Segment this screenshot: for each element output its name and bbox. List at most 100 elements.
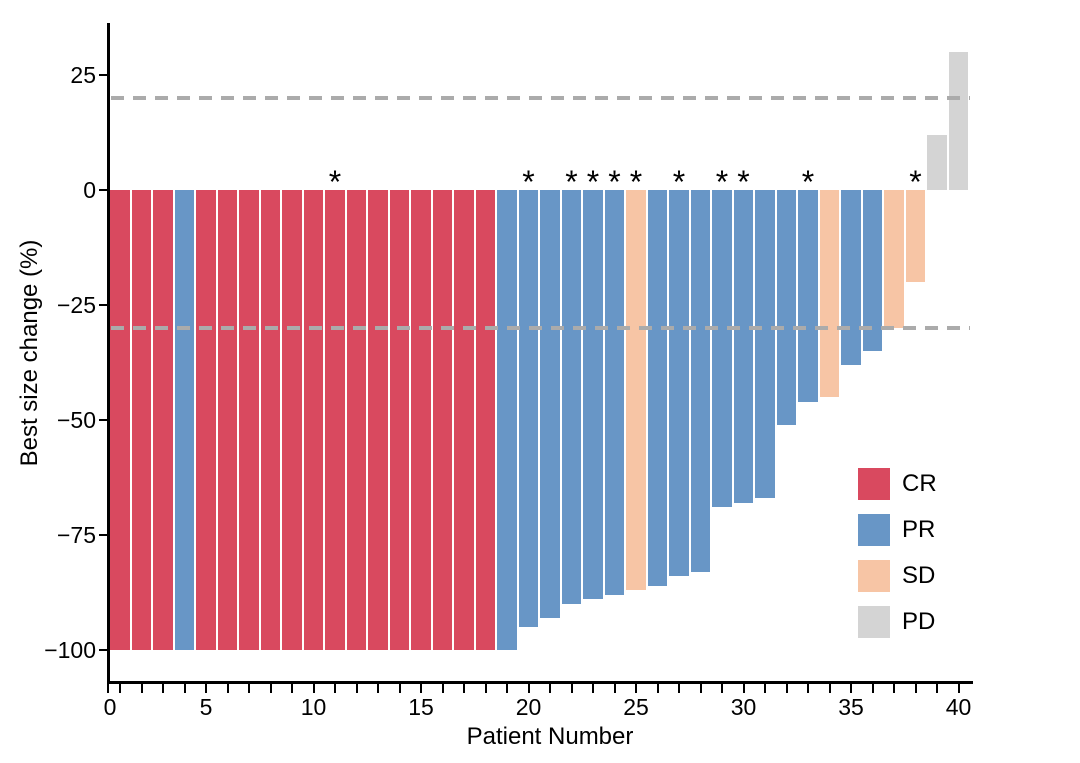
x-tick-32 xyxy=(785,684,788,693)
x-tick-22 xyxy=(570,684,573,693)
bar-patient-22 xyxy=(561,190,582,604)
y-tick-label-−50: −50 xyxy=(56,406,96,433)
x-tick-4 xyxy=(183,684,186,693)
y-tick-0 xyxy=(99,189,108,191)
x-tick-3 xyxy=(162,684,164,693)
bar-patient-32 xyxy=(776,190,797,425)
bar-patient-21 xyxy=(540,190,560,618)
bar-patient-35 xyxy=(841,190,861,365)
x-tick-39 xyxy=(936,684,938,693)
legend-swatch-cr-icon xyxy=(858,468,890,500)
bar-patient-29 xyxy=(712,190,732,508)
x-tick-28 xyxy=(699,684,702,693)
x-tick-29 xyxy=(721,684,723,693)
x-tick-25 xyxy=(635,684,637,693)
x-axis-title: Patient Number xyxy=(466,723,634,750)
bar-patient-31 xyxy=(755,190,775,499)
legend-swatch-sd-icon xyxy=(858,560,890,592)
threshold-line--30 xyxy=(111,326,970,330)
bar-patient-26 xyxy=(647,190,668,586)
bar-patient-6 xyxy=(217,190,238,650)
x-tick-17 xyxy=(463,684,465,693)
x-tick-8 xyxy=(269,684,272,693)
bar-patient-5 xyxy=(196,190,216,650)
bar-patient-4 xyxy=(174,190,195,650)
star-marker-patient-27: * xyxy=(672,164,686,200)
star-marker-patient-29: * xyxy=(715,164,729,200)
x-tick-24 xyxy=(613,684,616,693)
x-tick-14 xyxy=(398,684,401,693)
star-marker-patient-20: * xyxy=(522,164,535,200)
bar-patient-34 xyxy=(819,190,840,397)
legend-item-cr: CR xyxy=(858,468,978,500)
x-tick-27 xyxy=(678,684,680,693)
bar-patient-33 xyxy=(798,190,818,402)
bar-patient-28 xyxy=(690,190,711,572)
bar-patient-7 xyxy=(239,190,259,650)
bar-patient-39 xyxy=(927,134,947,190)
legend-item-pd: PD xyxy=(858,606,978,638)
x-tick-30 xyxy=(742,684,745,693)
bar-patient-17 xyxy=(454,190,474,650)
legend-label-pr: PR xyxy=(902,516,936,543)
bar-patient-18 xyxy=(475,190,496,650)
bar-patient-14 xyxy=(389,190,410,650)
bar-patient-2 xyxy=(131,190,152,650)
bar-patient-16 xyxy=(432,190,453,650)
bar-patient-20 xyxy=(518,190,539,627)
x-tick-5 xyxy=(205,684,207,693)
x-tick-34 xyxy=(828,684,831,693)
y-tick-label-−75: −75 xyxy=(56,521,96,548)
star-marker-patient-33: * xyxy=(801,164,815,200)
legend-swatch-pd-icon xyxy=(858,606,890,638)
star-marker-patient-22: * xyxy=(565,164,578,200)
x-tick-37 xyxy=(893,684,895,693)
legend-item-pr: PR xyxy=(858,514,978,546)
x-tick-9 xyxy=(291,684,293,693)
x-tick-label-10: 10 xyxy=(300,694,327,720)
bar-patient-27 xyxy=(669,190,689,577)
x-tick-1 xyxy=(119,684,121,693)
x-tick-label-0: 0 xyxy=(103,694,117,720)
legend-item-sd: SD xyxy=(858,560,978,592)
bar-patient-25 xyxy=(626,190,646,591)
x-tick-label-30: 30 xyxy=(730,694,757,720)
x-tick-2 xyxy=(140,684,143,693)
y-tick--100 xyxy=(99,649,108,651)
x-tick-26 xyxy=(656,684,659,693)
y-axis-title: Best size change (%) xyxy=(16,239,43,467)
threshold-line-20 xyxy=(111,96,970,100)
legend-label-pd: PD xyxy=(902,608,936,635)
bar-patient-9 xyxy=(282,190,302,650)
bar-patient-36 xyxy=(862,190,883,351)
x-tick-label-25: 25 xyxy=(623,694,649,720)
x-tick-10 xyxy=(312,684,315,693)
star-marker-patient-38: * xyxy=(909,164,922,200)
legend-swatch-pr-icon xyxy=(858,514,890,546)
bar-patient-19 xyxy=(497,190,517,650)
x-tick-18 xyxy=(484,684,487,693)
x-tick-label-40: 40 xyxy=(945,694,972,720)
bar-patient-23 xyxy=(583,190,603,600)
x-tick-35 xyxy=(850,684,852,693)
y-tick-25 xyxy=(99,74,108,76)
x-tick-6 xyxy=(226,684,229,693)
x-tick-36 xyxy=(871,684,874,693)
legend-label-cr: CR xyxy=(902,470,937,497)
x-tick-label-20: 20 xyxy=(515,694,542,720)
x-tick-label-5: 5 xyxy=(199,694,213,720)
y-tick-label-−25: −25 xyxy=(56,291,96,318)
y-tick-label-0: 0 xyxy=(83,176,96,203)
x-tick-23 xyxy=(592,684,594,693)
x-tick-label-15: 15 xyxy=(408,694,434,720)
bar-patient-38 xyxy=(905,190,926,282)
y-axis-line xyxy=(107,23,110,683)
star-marker-patient-25: * xyxy=(629,164,643,200)
bar-patient-40 xyxy=(948,52,969,190)
x-tick-21 xyxy=(549,684,551,693)
star-marker-patient-11: * xyxy=(328,164,342,200)
x-tick-19 xyxy=(506,684,508,693)
star-marker-patient-30: * xyxy=(737,164,750,200)
y-tick--25 xyxy=(99,304,108,306)
